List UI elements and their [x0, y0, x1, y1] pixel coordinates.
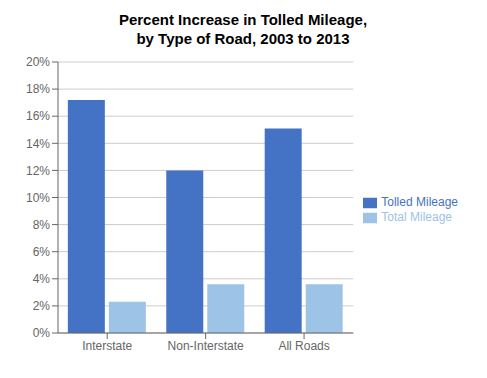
svg-text:4%: 4% [33, 272, 51, 286]
svg-text:All Roads: All Roads [278, 339, 329, 353]
html-text:Tolled Mileage: Tolled Mileage [381, 195, 458, 210]
svg-text:2%: 2% [33, 299, 51, 313]
svg-text:0%: 0% [33, 326, 51, 340]
svg-text:10%: 10% [26, 191, 50, 205]
svg-text:6%: 6% [33, 245, 51, 259]
svg-text:14%: 14% [26, 137, 50, 151]
svg-text:16%: 16% [26, 109, 50, 123]
svg-text:18%: 18% [26, 82, 50, 96]
html-text:Percent Increase in Tolled Mil: Percent Increase in Tolled Mileage, by T… [118, 11, 368, 47]
html-text:Total Mileage: Total Mileage [381, 210, 452, 224]
svg-text:20%: 20% [26, 55, 50, 69]
svg-text:Non-Interstate: Non-Interstate [168, 339, 244, 353]
svg-text:8%: 8% [33, 218, 51, 232]
svg-text:12%: 12% [26, 164, 50, 178]
svg-text:Interstate: Interstate [82, 339, 132, 353]
